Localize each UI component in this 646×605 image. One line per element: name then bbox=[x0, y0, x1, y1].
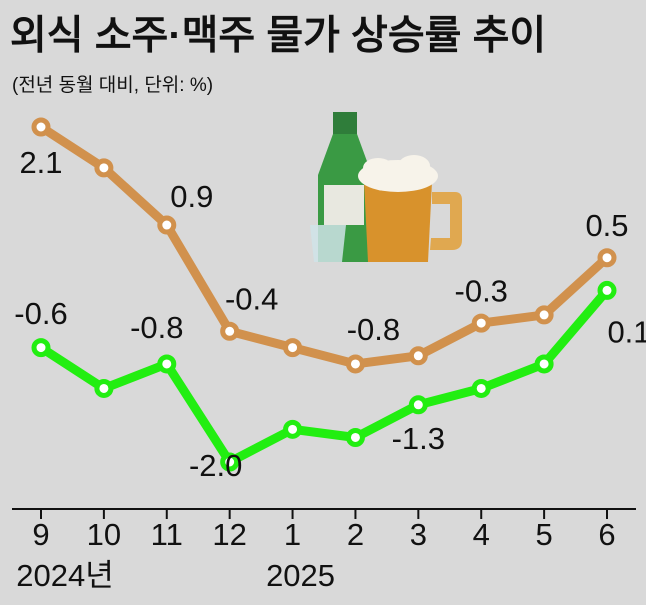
point bbox=[534, 354, 554, 374]
chart-subtitle: (전년 동월 대비, 단위: %) bbox=[12, 74, 213, 96]
point bbox=[31, 117, 51, 137]
value-label: -0.3 bbox=[455, 273, 508, 308]
point bbox=[283, 338, 303, 358]
line bbox=[38, 287, 611, 467]
value-label: -0.4 bbox=[225, 281, 278, 316]
value-label: -2.0 bbox=[189, 448, 242, 483]
line bbox=[38, 123, 611, 369]
point bbox=[220, 321, 240, 341]
x-tick-label: 5 bbox=[535, 517, 552, 552]
point bbox=[471, 378, 491, 398]
point bbox=[157, 354, 177, 374]
point bbox=[94, 158, 114, 178]
x-tick-label: 4 bbox=[473, 517, 490, 552]
value-label: 0.5 bbox=[585, 208, 628, 243]
point bbox=[94, 378, 114, 398]
value-label: -1.3 bbox=[392, 421, 445, 456]
x-tick-label: 9 bbox=[32, 517, 49, 552]
point bbox=[31, 338, 51, 358]
point bbox=[597, 248, 617, 268]
point bbox=[157, 215, 177, 235]
point bbox=[345, 427, 365, 447]
value-label: 0.9 bbox=[170, 179, 213, 214]
point bbox=[597, 280, 617, 300]
x-tick-label: 3 bbox=[410, 517, 427, 552]
point bbox=[408, 395, 428, 415]
value-label: 2.1 bbox=[19, 145, 62, 180]
year-label: 2024년 bbox=[16, 558, 113, 593]
point bbox=[471, 313, 491, 333]
point bbox=[220, 452, 240, 472]
point bbox=[534, 305, 554, 325]
chart-title: 외식 소주·맥주 물가 상승률 추이 bbox=[10, 14, 546, 58]
x-tick-label: 1 bbox=[284, 517, 301, 552]
point bbox=[408, 346, 428, 366]
value-label: -0.8 bbox=[347, 312, 400, 347]
x-tick-label: 11 bbox=[151, 517, 183, 552]
value-label: -0.6 bbox=[14, 296, 67, 331]
value-label: -0.8 bbox=[130, 310, 183, 345]
x-tick-label: 6 bbox=[598, 517, 615, 552]
drinks-illustration bbox=[310, 112, 462, 262]
point bbox=[345, 354, 365, 374]
point bbox=[283, 419, 303, 439]
value-label: 0.1 bbox=[607, 315, 646, 350]
x-tick-label: 10 bbox=[87, 517, 121, 552]
x-tick-label: 12 bbox=[212, 517, 246, 552]
x-tick-label: 2 bbox=[347, 517, 364, 552]
year-label: 2025 bbox=[266, 558, 335, 593]
